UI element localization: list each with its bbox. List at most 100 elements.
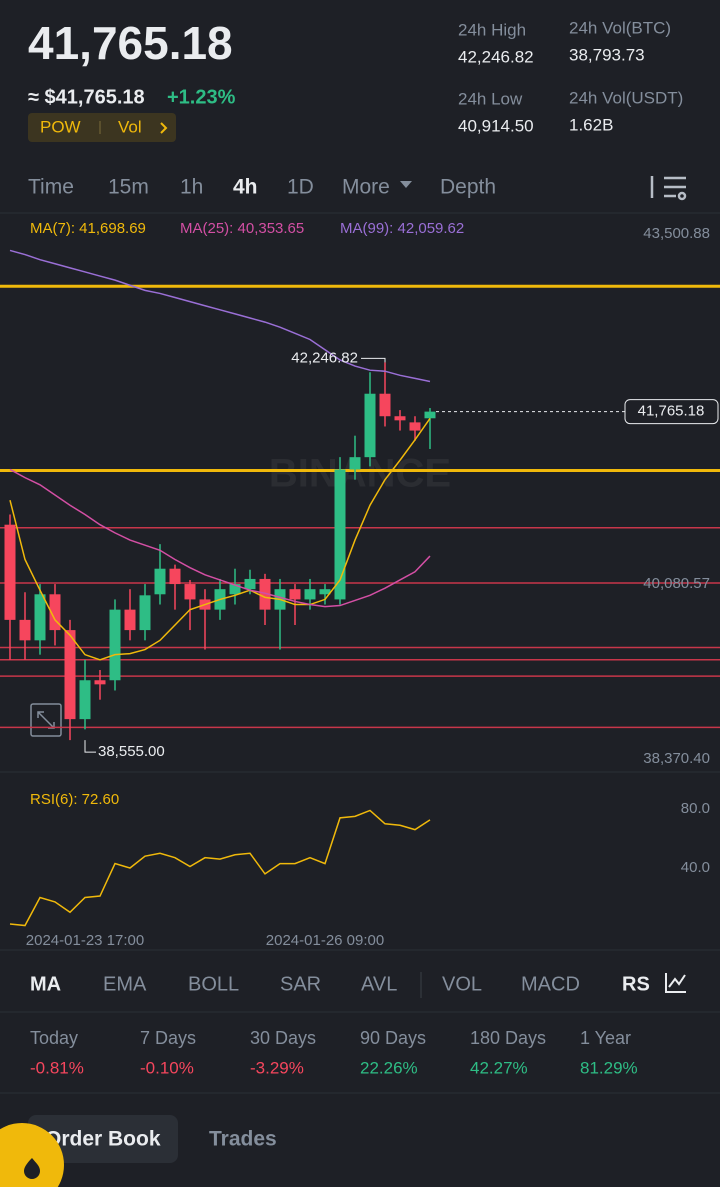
candle-body bbox=[124, 609, 136, 631]
candle-body bbox=[4, 524, 16, 620]
bottom-tab[interactable]: Order Book bbox=[45, 1128, 161, 1151]
stat-label: 24h High bbox=[458, 20, 526, 39]
annotation-leader bbox=[84, 740, 96, 753]
candle-body bbox=[349, 457, 361, 470]
candle-body bbox=[64, 630, 76, 720]
candle-body bbox=[184, 584, 196, 600]
y-tick-label: 43,500.88 bbox=[643, 225, 710, 242]
dropdown-arrow bbox=[400, 181, 412, 188]
settings-icon[interactable] bbox=[650, 176, 687, 201]
x-tick-label: 2024-01-23 17:00 bbox=[26, 932, 144, 949]
fab-button[interactable] bbox=[0, 1123, 64, 1187]
candle-body bbox=[424, 411, 436, 419]
interval-tab[interactable]: Depth bbox=[440, 176, 496, 199]
chevron bbox=[160, 122, 168, 134]
stat-label: 24h Vol(BTC) bbox=[569, 18, 671, 37]
stat-value: 40,914.50 bbox=[458, 116, 534, 135]
candle-body bbox=[34, 594, 46, 641]
stat-value: 38,793.73 bbox=[569, 45, 645, 64]
candle-body bbox=[94, 680, 106, 685]
last-price-box bbox=[624, 399, 719, 425]
period-label: 1 Year bbox=[580, 1028, 631, 1048]
annotation: 42,246.82 bbox=[291, 349, 358, 366]
period-change: 81.29% bbox=[580, 1058, 638, 1077]
plot-area: BINANCE bbox=[0, 249, 720, 741]
candle-body bbox=[19, 619, 31, 641]
change: +1.23% bbox=[167, 86, 236, 108]
ma-line bbox=[9, 417, 431, 661]
candle-body bbox=[304, 589, 316, 600]
indicator-tab[interactable]: AVL bbox=[361, 973, 397, 995]
interval-tab[interactable]: More bbox=[342, 176, 390, 199]
candle-body bbox=[229, 584, 241, 595]
indicator-tab[interactable]: BOLL bbox=[188, 973, 239, 995]
indicator-tab[interactable]: RSI bbox=[622, 973, 655, 995]
tag[interactable]: POW bbox=[40, 117, 81, 136]
stat-value: 42,246.82 bbox=[458, 47, 534, 66]
rsi-tick-label: 40.0 bbox=[681, 859, 710, 876]
candle-body bbox=[79, 680, 91, 720]
candle-body bbox=[169, 568, 181, 585]
y-tick-label: 38,370.40 bbox=[643, 750, 710, 767]
stat-value: 1.62B bbox=[569, 115, 613, 134]
period-change: -0.81% bbox=[30, 1058, 84, 1077]
interval-tab[interactable]: 1h bbox=[180, 176, 203, 199]
candle-body bbox=[289, 589, 301, 600]
indicator-tab[interactable]: MA bbox=[30, 973, 61, 995]
x-tick-label: 2024-01-26 09:00 bbox=[266, 932, 384, 949]
candle-body bbox=[394, 416, 406, 421]
indicator-tab[interactable]: SAR bbox=[280, 973, 321, 995]
indicator-tab[interactable]: VOL bbox=[442, 973, 482, 995]
candle-body bbox=[334, 469, 346, 600]
rsi-line bbox=[9, 809, 431, 927]
period-change: 42.27% bbox=[470, 1058, 528, 1077]
candle-body bbox=[154, 568, 166, 595]
period-label: 7 Days bbox=[140, 1028, 196, 1048]
annotation: 38,555.00 bbox=[98, 743, 165, 760]
candle-body bbox=[409, 422, 421, 431]
legend-entry: MA(7): 41,698.69 bbox=[30, 220, 146, 237]
last-price-label: 41,765.18 bbox=[638, 403, 705, 420]
interval-tab[interactable]: 15m bbox=[108, 176, 149, 199]
candle-body bbox=[139, 595, 151, 631]
indicator-tab[interactable]: MACD bbox=[521, 973, 580, 995]
interval-tab[interactable]: 4h bbox=[233, 176, 258, 199]
candle-body bbox=[379, 393, 391, 417]
stat-label: 24h Vol(USDT) bbox=[569, 88, 683, 107]
candle-body bbox=[319, 589, 331, 595]
annotation-leader bbox=[361, 357, 386, 363]
fiat-price: ≈ $41,765.18 bbox=[28, 86, 145, 108]
interval-tab[interactable]: 1D bbox=[287, 176, 314, 199]
candle-body bbox=[244, 578, 256, 590]
candle-body bbox=[259, 578, 271, 610]
price: 41,765.18 bbox=[28, 17, 233, 69]
bottom-tab[interactable]: Trades bbox=[209, 1128, 277, 1151]
period-change: -3.29% bbox=[250, 1058, 304, 1077]
period-change: -0.10% bbox=[140, 1058, 194, 1077]
tag[interactable]: Vol bbox=[118, 117, 142, 136]
period-label: 30 Days bbox=[250, 1028, 316, 1048]
stat-label: 24h Low bbox=[458, 89, 523, 108]
period-label: 180 Days bbox=[470, 1028, 546, 1048]
rsi-legend: RSI(6): 72.60 bbox=[30, 791, 119, 808]
indicator-settings-icon[interactable] bbox=[665, 973, 686, 993]
ma-line bbox=[9, 468, 431, 608]
tag-box bbox=[28, 113, 176, 142]
candle-body bbox=[49, 594, 61, 631]
rsi-tick-label: 80.0 bbox=[681, 800, 710, 817]
y-tick-label: 40,080.57 bbox=[643, 575, 710, 592]
legend-entry: MA(99): 42,059.62 bbox=[340, 220, 464, 237]
interval-tab[interactable]: Time bbox=[28, 176, 74, 199]
tab-active-bg bbox=[28, 1115, 178, 1163]
period-change: 22.26% bbox=[360, 1058, 418, 1077]
ma-line bbox=[9, 249, 431, 383]
period-label: 90 Days bbox=[360, 1028, 426, 1048]
indicator-tab[interactable]: EMA bbox=[103, 973, 147, 995]
legend-entry: MA(25): 40,353.65 bbox=[180, 220, 304, 237]
fade bbox=[650, 965, 662, 1005]
candle-body bbox=[364, 393, 376, 458]
candle-body bbox=[109, 609, 121, 681]
